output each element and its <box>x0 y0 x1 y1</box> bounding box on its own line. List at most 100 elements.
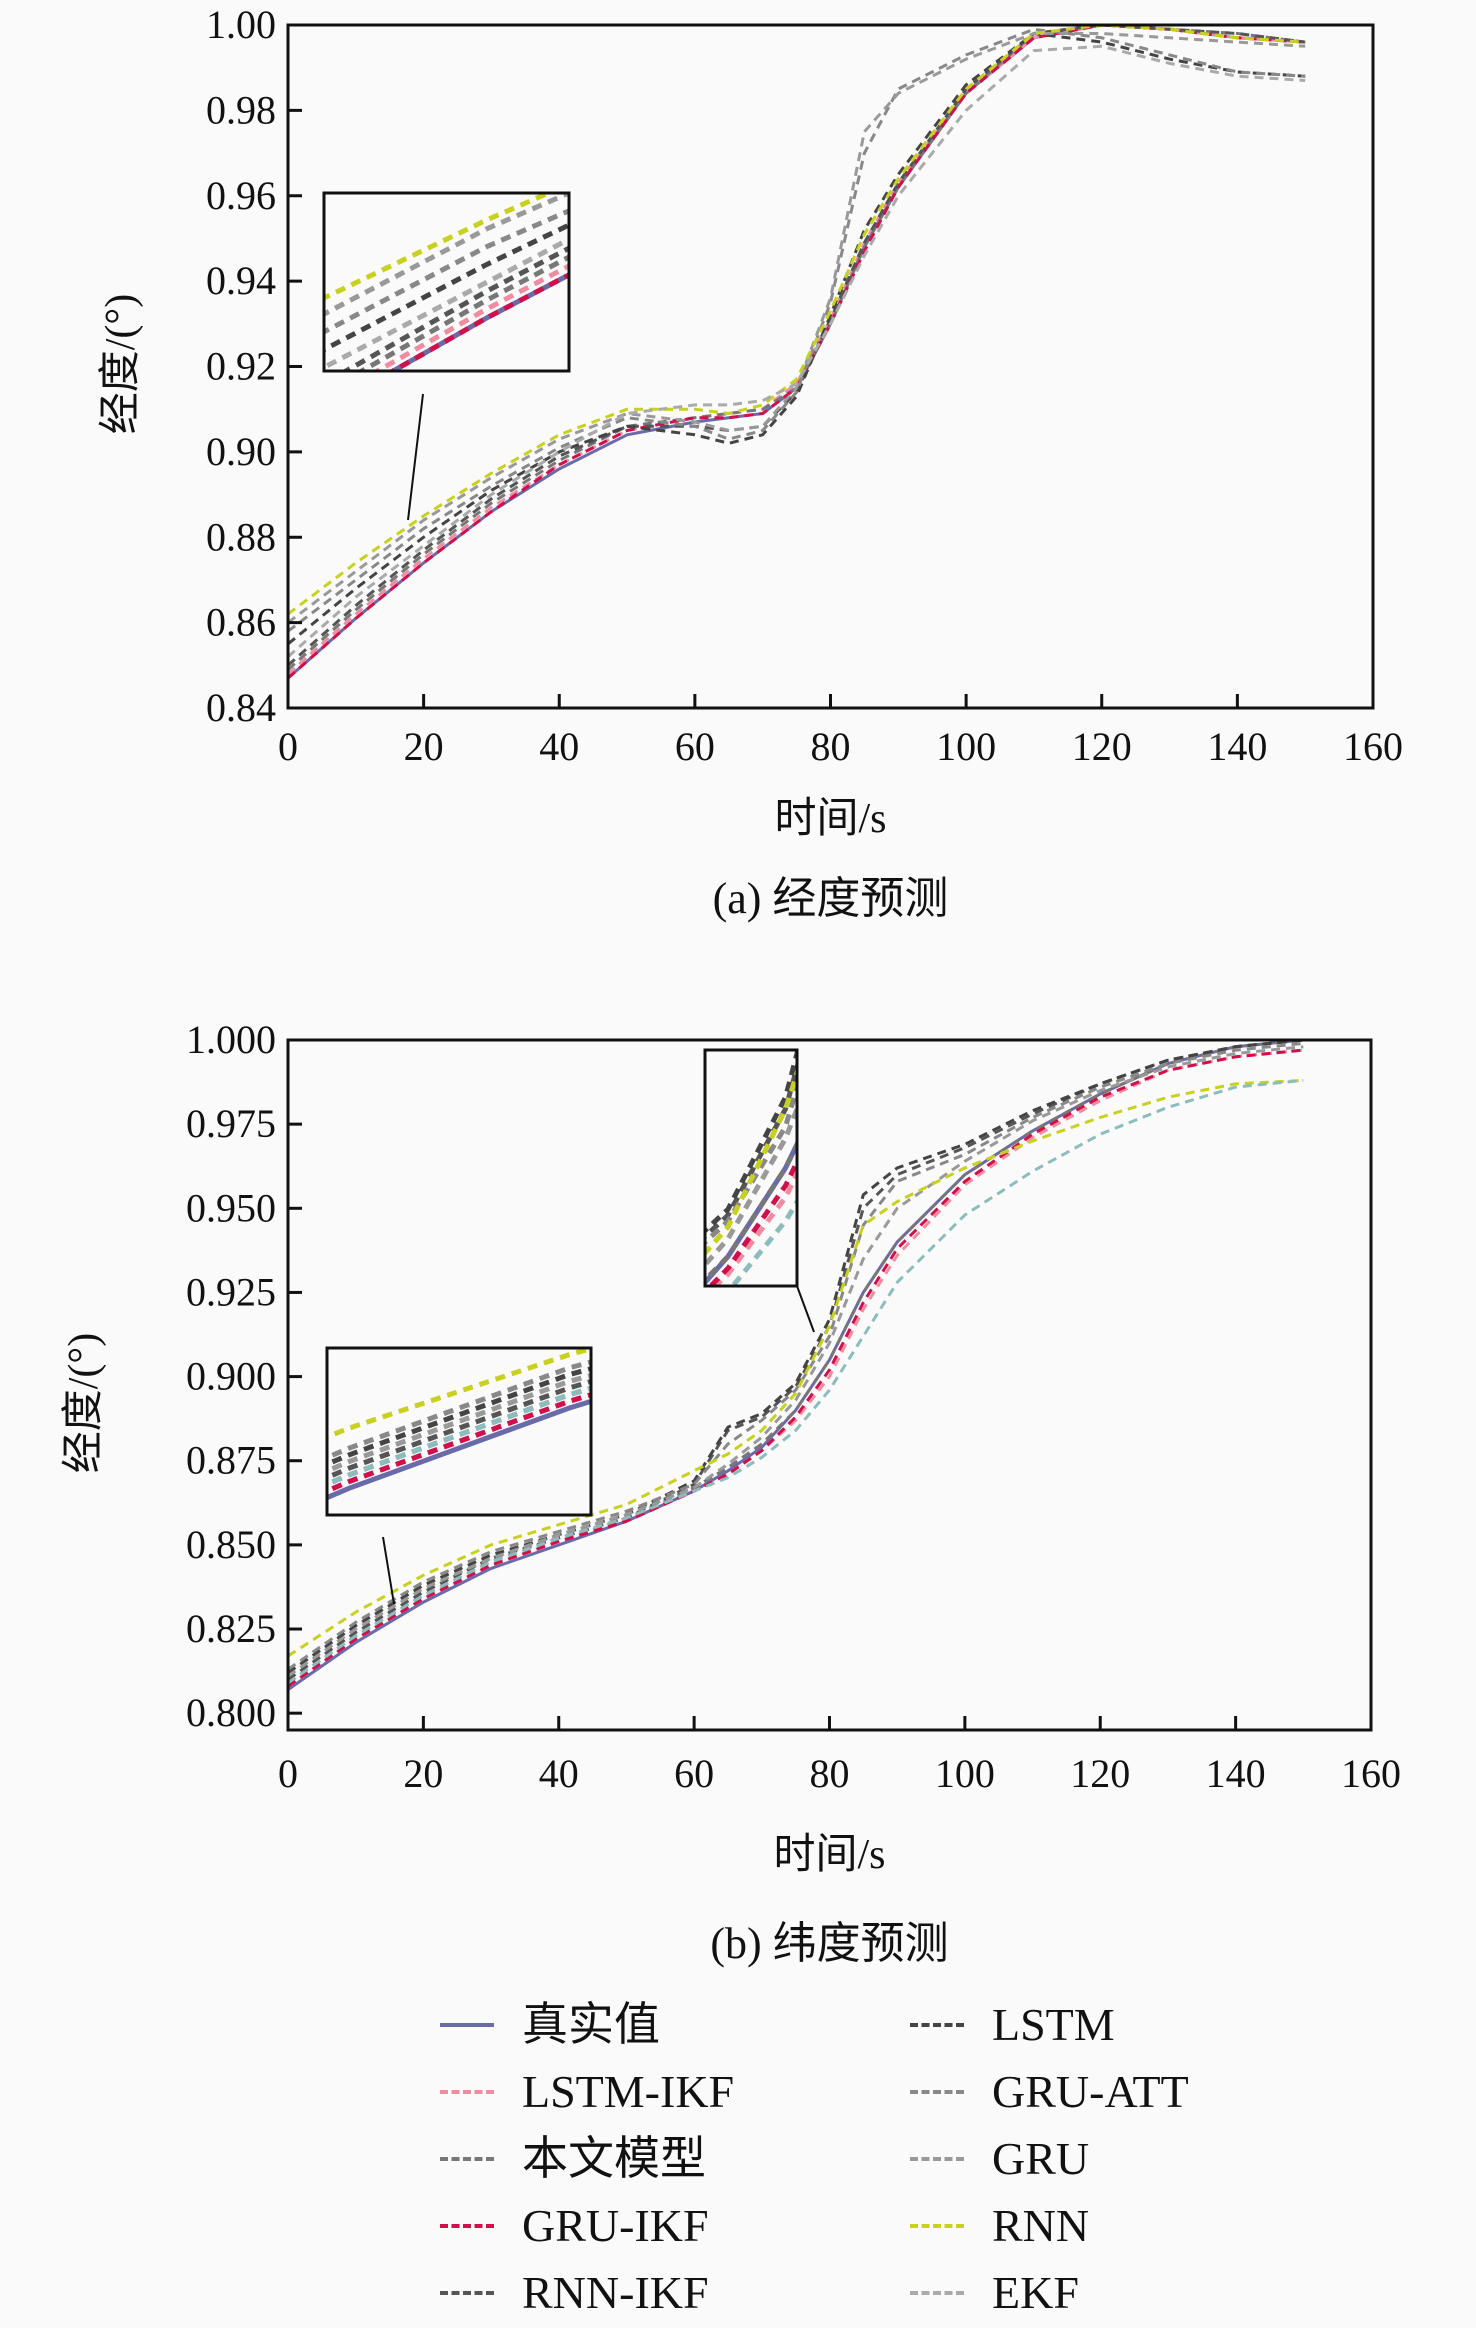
series-line <box>288 25 1306 676</box>
legend-label: RNN <box>992 2200 1090 2251</box>
legend-label: GRU-IKF <box>522 2200 709 2251</box>
x-tick-label: 60 <box>674 1751 714 1796</box>
series-line <box>288 27 1306 633</box>
x-tick-label: 120 <box>1070 1751 1130 1796</box>
x-tick-label: 80 <box>811 724 851 769</box>
legend-label: EKF <box>992 2267 1079 2318</box>
legend-item-lstm: LSTM <box>910 1998 1300 2051</box>
legend-swatch <box>910 2022 964 2027</box>
legend-item-ekf: EKF <box>910 2266 1300 2319</box>
y-tick-label: 0.975 <box>186 1101 276 1146</box>
legend-swatch <box>440 2022 494 2027</box>
legend-label: GRU <box>992 2133 1090 2184</box>
series-line <box>288 1040 1304 1691</box>
series-line <box>288 1048 1304 1688</box>
legend-swatch <box>910 2156 964 2161</box>
inset-pointer-line <box>796 1285 815 1333</box>
y-tick-label: 0.875 <box>186 1438 276 1483</box>
series-line <box>288 1078 1304 1685</box>
legend-item-rnn-ikf: RNN-IKF <box>440 2266 910 2319</box>
zoom-inset <box>703 1048 815 1333</box>
legend-label: GRU-ATT <box>992 2066 1189 2117</box>
series-line <box>288 44 1306 658</box>
series-line <box>288 1078 1304 1658</box>
inset-series-line <box>705 1065 797 1257</box>
x-tick-label: 20 <box>403 1751 443 1796</box>
legend-swatch <box>910 2223 964 2228</box>
x-tick-label: 160 <box>1341 1751 1401 1796</box>
y-axis-title: 经度/(°) <box>98 294 144 434</box>
y-axis-title: 经度/(°) <box>61 1333 107 1473</box>
y-tick-label: 0.86 <box>206 600 276 645</box>
legend-swatch <box>440 2223 494 2228</box>
x-tick-label: 60 <box>675 724 715 769</box>
inset-frame <box>703 1048 799 1288</box>
inset-plot <box>705 1050 797 1286</box>
x-tick-label: 20 <box>404 724 444 769</box>
x-axis-title: 时间/s <box>774 796 886 842</box>
legend-swatch <box>440 2290 494 2295</box>
legend-label: RNN-IKF <box>522 2267 709 2318</box>
x-tick-label: 100 <box>936 724 996 769</box>
inset-series-line <box>705 1058 797 1240</box>
plot-area <box>288 25 1306 680</box>
legend-item-lstm-ikf: LSTM-IKF <box>440 2065 910 2118</box>
x-tick-label: 120 <box>1072 724 1132 769</box>
y-tick-label: 0.900 <box>186 1354 276 1399</box>
legend-item-gru-ikf: GRU-IKF <box>440 2199 910 2252</box>
inset-pointer-line <box>382 1536 395 1605</box>
inset-series-line <box>705 1050 797 1234</box>
legend-label: LSTM-IKF <box>522 2066 735 2117</box>
legend-item-proposed: 本文模型 <box>440 2132 910 2185</box>
plot-area <box>288 1040 1304 1691</box>
inset-series-line <box>705 1138 797 1284</box>
y-tick-label: 0.98 <box>206 87 276 132</box>
legend-label: 真实值 <box>522 1999 660 2050</box>
inset-series-line <box>705 1078 797 1246</box>
x-axis-title: 时间/s <box>773 1832 885 1878</box>
x-tick-label: 0 <box>278 1751 298 1796</box>
legend-label: 本文模型 <box>522 2133 706 2184</box>
y-tick-label: 0.84 <box>206 685 276 730</box>
x-tick-label: 80 <box>810 1751 850 1796</box>
x-tick-label: 140 <box>1207 724 1267 769</box>
legend-swatch <box>910 2089 964 2094</box>
x-tick-label: 100 <box>935 1751 995 1796</box>
series-line <box>288 1045 1304 1678</box>
series-line <box>288 32 1306 624</box>
y-tick-label: 0.96 <box>206 173 276 218</box>
y-tick-label: 0.925 <box>186 1269 276 1314</box>
x-tick-label: 40 <box>539 1751 579 1796</box>
series-line <box>288 1041 1304 1671</box>
x-tick-label: 140 <box>1206 1751 1266 1796</box>
y-tick-label: 0.800 <box>186 1690 276 1735</box>
legend-label: LSTM <box>992 1999 1115 2050</box>
inset-series-line <box>327 1348 591 1440</box>
legend-swatch <box>440 2089 494 2094</box>
chart-b: 0 20 40 60 80 100 120 140 160 0.800 0.825 0.850 0.87… <box>61 1017 1401 1968</box>
inset-series-line <box>707 1156 797 1286</box>
series-line <box>288 25 1306 616</box>
y-tick-label: 0.825 <box>186 1606 276 1651</box>
legend-item-rnn: RNN <box>910 2199 1300 2252</box>
y-tick-label: 0.850 <box>186 1522 276 1567</box>
legend-swatch <box>910 2290 964 2295</box>
y-tick-label: 0.92 <box>206 344 276 389</box>
legend-item-gru: GRU <box>910 2132 1300 2185</box>
x-tick-label: 40 <box>539 724 579 769</box>
chart-caption: (a) 经度预测 <box>713 874 949 923</box>
chart-a: 0 20 40 60 80 100 120 140 160 0.84 0.86 0.88 0.90 0.9… <box>98 2 1403 923</box>
chart-caption: (b) 纬度预测 <box>710 1919 948 1968</box>
inset-series-line <box>711 1168 797 1286</box>
inset-frame <box>322 191 571 373</box>
y-tick-label: 1.00 <box>206 2 276 47</box>
zoom-inset <box>325 1346 593 1605</box>
inset-frame <box>325 1346 593 1517</box>
series-line <box>288 32 1306 646</box>
inset-pointer-line <box>407 393 424 521</box>
y-tick-label: 0.950 <box>186 1185 276 1230</box>
zoom-inset <box>322 191 571 521</box>
legend-item-gru-att: GRU-ATT <box>910 2065 1300 2118</box>
y-tick-label: 0.88 <box>206 514 276 559</box>
